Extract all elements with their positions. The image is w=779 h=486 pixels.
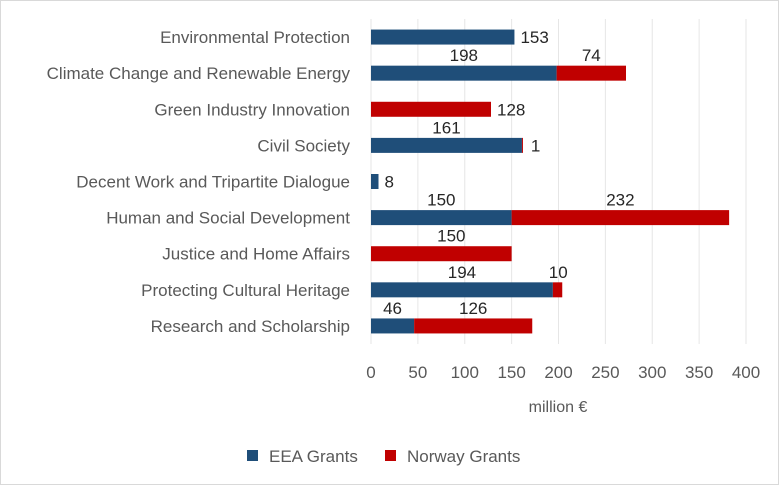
category-label: Protecting Cultural Heritage — [141, 281, 350, 300]
data-label: 8 — [385, 173, 394, 192]
category-label: Justice and Home Affairs — [162, 245, 350, 264]
data-label: 150 — [437, 227, 465, 246]
bar-norway — [371, 101, 491, 117]
x-axis-ticks: 0 50 100 150 200 250 300 350 400 — [366, 363, 760, 382]
bar-norway — [552, 282, 563, 298]
x-tick-label: 350 — [685, 363, 713, 382]
bar-eea — [371, 318, 415, 334]
category-label: Research and Scholarship — [151, 317, 350, 336]
x-tick-label: 300 — [638, 363, 666, 382]
data-label: 128 — [497, 100, 525, 119]
data-label: 10 — [549, 263, 568, 282]
x-axis-title: million € — [529, 399, 588, 416]
legend-swatch-eea — [247, 450, 258, 461]
bars — [371, 29, 730, 334]
data-label: 198 — [450, 46, 478, 65]
category-label: Human and Social Development — [106, 209, 350, 228]
data-label: 74 — [582, 46, 601, 65]
legend: EEA Grants Norway Grants — [247, 447, 520, 466]
bar-norway — [414, 318, 533, 334]
bar-eea — [371, 29, 515, 45]
x-tick-label: 200 — [544, 363, 572, 382]
data-label: 161 — [432, 118, 460, 137]
data-label: 232 — [606, 191, 634, 210]
category-labels: Environmental Protection Climate Change a… — [47, 28, 351, 336]
legend-swatch-norway — [385, 450, 396, 461]
bar-eea — [371, 210, 512, 226]
bar-eea — [371, 282, 553, 298]
category-label: Decent Work and Tripartite Dialogue — [76, 173, 350, 192]
bar-norway — [556, 65, 626, 81]
legend-label: Norway Grants — [407, 447, 520, 466]
data-label: 194 — [448, 263, 476, 282]
x-tick-label: 150 — [497, 363, 525, 382]
x-tick-label: 250 — [591, 363, 619, 382]
bar-eea — [371, 65, 557, 81]
category-label: Environmental Protection — [160, 28, 350, 47]
bar-norway — [511, 210, 730, 226]
bar-norway — [521, 137, 523, 153]
x-tick-label: 100 — [451, 363, 479, 382]
data-label: 153 — [520, 28, 548, 47]
data-label: 1 — [531, 136, 540, 155]
data-label: 150 — [427, 191, 455, 210]
x-tick-label: 400 — [732, 363, 760, 382]
category-label: Climate Change and Renewable Energy — [47, 64, 351, 83]
data-label: 126 — [459, 299, 487, 318]
data-labels: 153 198 74 128 161 1 8 150 232 150 194 10 46 126 — [383, 28, 634, 318]
x-tick-label: 50 — [408, 363, 427, 382]
x-tick-label: 0 — [366, 363, 375, 382]
bar-eea — [371, 174, 379, 189]
category-label: Civil Society — [257, 136, 350, 155]
legend-label: EEA Grants — [269, 447, 358, 466]
bar-eea — [371, 137, 522, 153]
data-label: 46 — [383, 299, 402, 318]
category-label: Green Industry Innovation — [154, 100, 350, 119]
bar-norway — [371, 246, 512, 262]
